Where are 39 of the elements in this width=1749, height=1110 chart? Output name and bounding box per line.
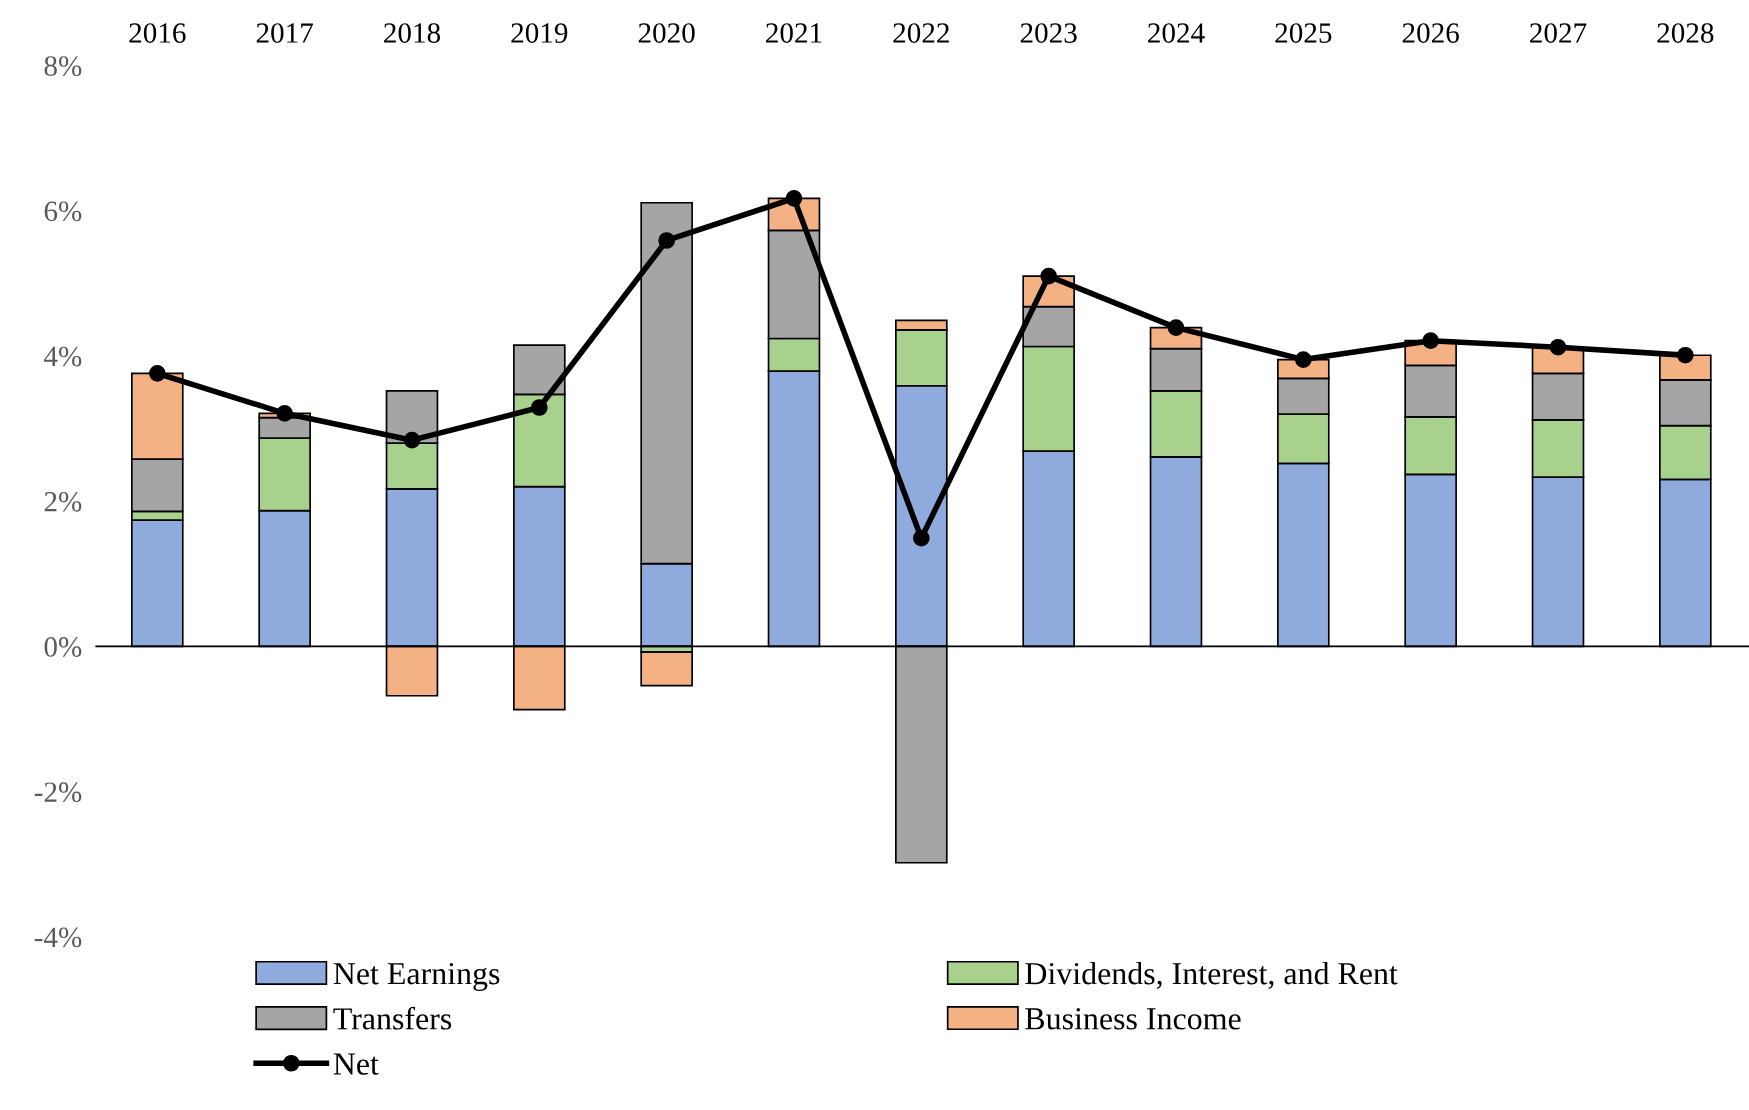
- x-tick-label: 2016: [129, 23, 186, 43]
- x-tick-label: 2022: [893, 23, 949, 43]
- point: [148, 365, 166, 382]
- y-tick-label: 8%: [44, 56, 82, 76]
- x-tick-label: 2028: [1657, 23, 1714, 43]
- y-tick-label: -2%: [34, 782, 82, 803]
- y-tick-label: 0%: [44, 637, 82, 657]
- x-tick-label: 2019: [511, 23, 568, 43]
- legend-label: Net Earnings: [333, 962, 500, 991]
- point: [1676, 346, 1694, 364]
- point: [1294, 351, 1312, 368]
- x-tick-label: 2027: [1530, 23, 1587, 43]
- legend-label: Net: [333, 1053, 379, 1075]
- point: [912, 529, 930, 547]
- x-tick-label: 2021: [766, 23, 822, 43]
- legend-label: Transfers: [333, 1006, 452, 1030]
- x-tick-label: 2018: [384, 23, 441, 43]
- y-tick-label: 2%: [44, 491, 82, 512]
- point: [1422, 332, 1440, 350]
- y-tick-label: 4%: [44, 346, 82, 367]
- point: [1040, 267, 1057, 285]
- x-tick-label: 2020: [638, 23, 695, 43]
- point: [785, 190, 803, 207]
- x-tick-label: 2024: [1148, 23, 1205, 43]
- x-tick-label: 2026: [1402, 23, 1459, 43]
- legend-label: Business Income: [1025, 1008, 1241, 1030]
- point: [530, 399, 548, 416]
- point: [276, 404, 293, 422]
- x-tick-label: 2017: [256, 23, 313, 43]
- legend-label: Dividends, Interest, and Rent: [1025, 961, 1398, 989]
- point: [658, 232, 675, 249]
- x-tick-label: 2023: [1020, 23, 1077, 43]
- point: [1167, 319, 1185, 336]
- bar: [640, 651, 693, 687]
- point: [403, 431, 421, 449]
- x-tick-label: 2025: [1275, 23, 1332, 43]
- y-tick-label: -4%: [34, 927, 82, 948]
- point: [1549, 338, 1567, 356]
- y-tick-label: 6%: [44, 201, 82, 222]
